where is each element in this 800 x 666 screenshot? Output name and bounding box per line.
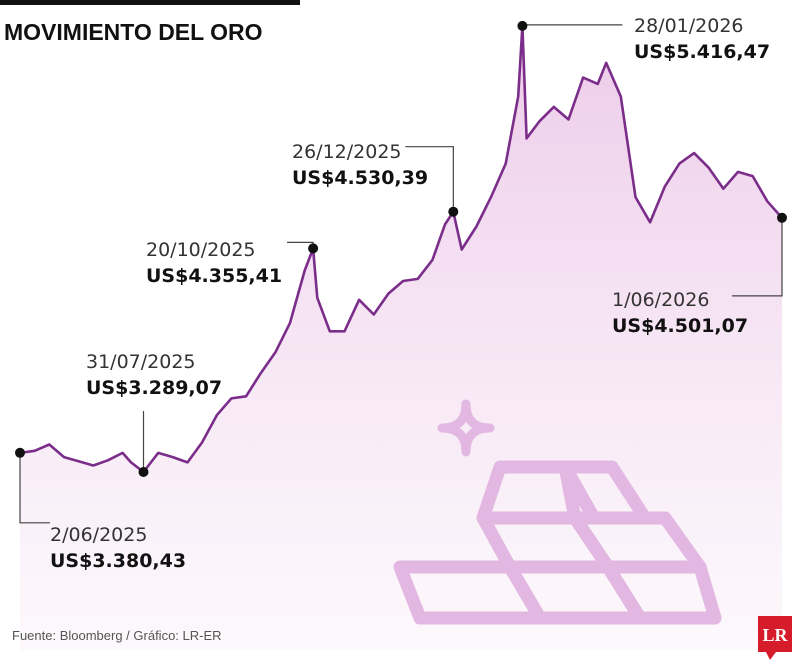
gold-bars-icon	[393, 460, 722, 625]
annotation-value: US$3.289,07	[86, 377, 222, 399]
annotation-leader-line	[405, 146, 454, 212]
annotation-value: US$4.530,39	[292, 167, 428, 189]
annotation-value: US$5.416,47	[634, 41, 770, 63]
annotation-date: 20/10/2025	[146, 239, 256, 261]
annotation-point	[517, 20, 528, 31]
sparkle-icon	[437, 399, 495, 457]
annotation-date: 26/12/2025	[292, 141, 402, 163]
annotation-point	[448, 206, 459, 217]
title-bar	[0, 0, 300, 5]
annotation-leader-line	[732, 217, 783, 297]
annotation-date: 31/07/2025	[86, 351, 196, 373]
price-line	[19, 24, 783, 474]
annotation-point	[15, 447, 25, 458]
annotation-date: 1/06/2026	[612, 289, 709, 311]
annotation-date: 2/06/2025	[50, 524, 147, 546]
annotation-point	[777, 212, 787, 223]
chart-title: MOVIMIENTO DEL ORO	[4, 19, 263, 45]
annotation-leader-line	[19, 452, 50, 524]
price-area	[20, 26, 782, 650]
annotation-point	[308, 243, 319, 254]
logo-text: LR	[762, 625, 788, 645]
annotation-date: 28/01/2026	[634, 15, 744, 37]
annotation-value: US$4.501,07	[612, 315, 748, 337]
lr-logo: LR	[758, 616, 792, 660]
annotation-value: US$4.355,41	[146, 265, 282, 287]
source-text: Fuente: Bloomberg / Gráfico: LR-ER	[12, 628, 222, 643]
annotation-leader-line	[521, 24, 623, 26]
annotation-point	[138, 467, 149, 477]
annotation-value: US$3.380,43	[50, 550, 186, 572]
